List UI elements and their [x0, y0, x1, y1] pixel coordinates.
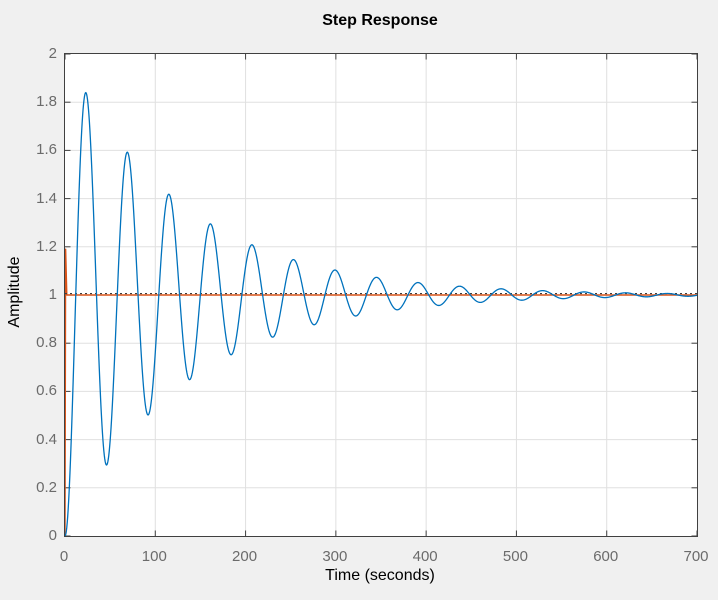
y-tick-label: 1.2 [36, 237, 57, 255]
y-tick-label: 1 [48, 286, 57, 303]
plot-canvas [65, 54, 697, 536]
x-tick-label: 700 [683, 548, 709, 565]
x-tick-label: 100 [141, 548, 167, 565]
y-tick-label: 1.6 [36, 141, 57, 159]
x-tick-label: 600 [593, 548, 619, 565]
y-tick-label: 0 [48, 527, 57, 544]
y-tick-label: 0.2 [36, 478, 57, 496]
y-tick-label: 0.8 [36, 334, 57, 352]
y-tick-label: 0.6 [36, 382, 57, 400]
y-tick-label: 1.4 [36, 189, 57, 207]
y-tick-label: 0.4 [36, 430, 57, 448]
y-tick-label: 2 [48, 45, 57, 62]
x-axis-label: Time (seconds) [325, 567, 435, 584]
x-tick-label: 200 [232, 548, 258, 565]
series-line-blue [65, 91, 697, 536]
y-axis-label: Amplitude [6, 256, 23, 328]
x-tick-label: 500 [502, 548, 528, 565]
x-tick-label: 400 [412, 548, 438, 565]
y-tick-label: 1.8 [36, 93, 57, 111]
chart-title: Step Response [322, 12, 438, 29]
plot-area [64, 53, 698, 537]
x-tick-label: 300 [322, 548, 348, 565]
series-line-orange [65, 248, 697, 536]
x-tick-label: 0 [59, 548, 69, 565]
